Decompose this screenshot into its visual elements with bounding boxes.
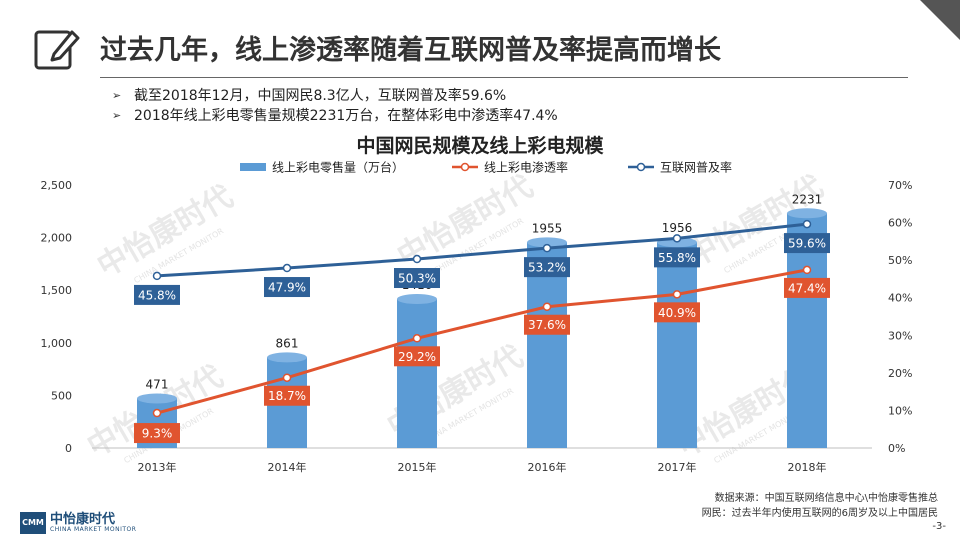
line-label-box [134,423,180,444]
y-right-tick-label: 30% [888,329,912,342]
logo-name: 中怡康时代 [50,511,116,527]
bar-top [397,294,437,305]
bullet-item: ➢ 截至2018年12月，中国网民8.3亿人，互联网普及率59.6% [112,86,558,106]
line-label-box [654,247,700,268]
x-tick-label: 2014年 [268,460,307,474]
y-right-tick-label: 60% [888,217,912,230]
line-data-label: 47.9% [268,281,306,295]
penetration-line [156,268,808,415]
line-data-label: 45.8% [138,288,176,302]
bullet-text: 2018年线上彩电零售量规模2231万台，在整体彩电中渗透率47.4% [134,108,558,124]
bullet-arrow-icon: ➢ [112,89,122,102]
line-data-label: 29.2% [398,350,436,364]
bar [657,242,697,448]
y-right-tick-label: 70% [888,179,912,192]
line-label-box [394,268,440,289]
legend-marker [460,162,470,172]
line-point [282,373,292,382]
line-point [542,243,552,253]
note-line: 网民：过去半年内使用互联网的6周岁及以上中国居民 [701,508,938,519]
line-label-box [524,257,570,278]
line-data-label: 18.7% [268,389,306,403]
bar-data-label: 2231 [792,192,823,206]
line-label-box [524,314,570,335]
line-label-box [134,284,180,305]
y-right-tick-label: 40% [888,292,912,305]
bullet-arrow-icon: ➢ [112,109,122,122]
line-label-box [394,346,440,367]
x-tick-label: 2017年 [658,460,697,474]
line-point [802,265,812,275]
y-right-tick-label: 20% [888,367,912,380]
corner-decoration [920,0,960,40]
bullet-text: 截至2018年12月，中国网民8.3亿人，互联网普及率59.6% [134,88,507,104]
legend-label: 线上彩电渗透率 [484,160,568,175]
line-point [152,408,162,418]
logo-sub: CHINA MARKET MONITOR [50,525,137,533]
bar-data-label: 1955 [532,221,563,235]
line-label-box [264,277,310,298]
legend-marker [636,162,646,172]
line-point [152,271,162,281]
line-data-label: 59.6% [788,237,826,251]
y-left-tick-label: 500 [51,389,72,402]
edit-note-icon [34,30,80,70]
bar-top [787,208,827,219]
legend-label: 互联网普及率 [660,160,732,175]
x-tick-label: 2016年 [528,460,567,474]
x-tick-label: 2015年 [398,460,437,474]
line-label-box [784,277,830,298]
line-point [672,234,682,243]
source-notes: 数据来源：中国互联网络信息中心\中怡康零售推总 网民：过去半年内使用互联网的6周… [702,491,938,521]
y-right-tick-label: 10% [888,404,912,417]
x-tick-label: 2013年 [138,460,177,474]
title-divider [100,77,908,78]
line-point [672,290,682,299]
y-right-tick-label: 0% [888,442,905,455]
summary-bullets: ➢ 截至2018年12月，中国网民8.3亿人，互联网普及率59.6% ➢ 201… [112,86,558,126]
y-left-tick-label: 2,000 [41,232,73,245]
line-label-box [264,385,310,406]
bar [397,299,437,448]
line-data-label: 37.6% [528,318,566,332]
bar-top [527,237,567,248]
legend-label: 线上彩电零售量（万台） [272,160,404,175]
y-right-tick-label: 50% [888,254,912,267]
line-data-label: 53.2% [528,261,566,275]
line-label-box [654,302,700,323]
bullet-item: ➢ 2018年线上彩电零售量规模2231万台，在整体彩电中渗透率47.4% [112,106,558,126]
logo-mark: CMM [20,512,46,534]
footer-logo: CMM 中怡康时代 CHINA MARKET MONITOR [20,512,136,534]
chart-title: 中国网民规模及线上彩电规模 [356,135,604,157]
bar-data-label: 471 [146,377,169,391]
y-left-tick-label: 0 [65,442,72,455]
line-label-box [784,233,830,254]
y-left-tick-label: 1,000 [41,337,73,350]
bar-data-label: 1956 [662,221,693,235]
line-data-label: 9.3% [142,427,173,441]
line-data-label: 50.3% [398,272,436,286]
page-number: -3- [932,521,946,532]
line-point [802,219,812,229]
bar-top [137,393,177,404]
source-line: 数据来源：中国互联网络信息中心\中怡康零售推总 [714,493,938,504]
line-point [542,302,552,311]
line-data-label: 55.8% [658,251,696,265]
internet-line [156,222,808,278]
line-data-label: 47.4% [788,281,826,295]
legend-swatch [240,163,266,171]
line-point [282,263,292,273]
bar-data-label: 861 [276,336,299,350]
line-point [412,254,422,264]
x-tick-label: 2018年 [788,460,827,474]
line-data-label: 40.9% [658,306,696,320]
line-point [412,334,422,343]
bar-top [267,352,307,363]
y-left-tick-label: 1,500 [41,284,73,297]
y-left-tick-label: 2,500 [41,179,73,192]
page-title: 过去几年，线上渗透率随着互联网普及率提高而增长 [100,35,721,66]
